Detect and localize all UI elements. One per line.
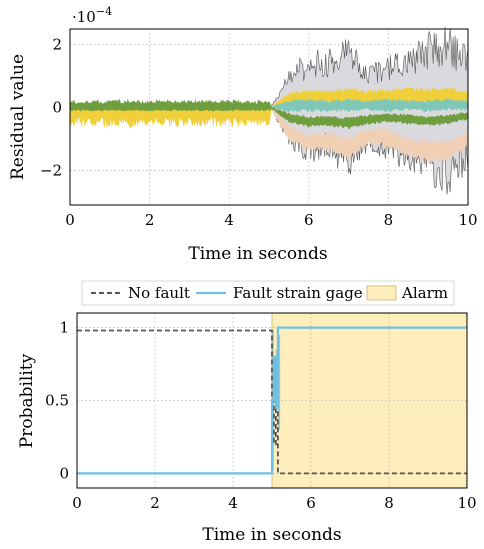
bottom-y-tick-2: 1 bbox=[59, 319, 69, 337]
bottom-x-tick-3: 6 bbox=[306, 494, 316, 512]
bottom-x-tick-labels: 0 2 4 6 8 10 bbox=[72, 494, 476, 512]
top-y-axis-label: Residual value bbox=[8, 54, 28, 180]
top-x-tick-0: 0 bbox=[65, 211, 75, 229]
bottom-y-tick-0: 0 bbox=[59, 464, 69, 482]
legend-fault-label: Fault strain gage 1 bbox=[233, 284, 377, 302]
top-plot-frame bbox=[69, 28, 469, 206]
series-line-fault-strain-gage-1 bbox=[77, 326, 467, 475]
residual-chart: 0 2 4 6 8 10 −2 0 2 ·10−4 Time in seconds Resid… bbox=[8, 5, 478, 264]
legend-alarm-label: Alarm bbox=[401, 284, 448, 302]
top-x-tick-3: 6 bbox=[304, 211, 314, 229]
legend-no-fault-label: No fault bbox=[128, 284, 190, 302]
bottom-plot-frame bbox=[76, 312, 468, 489]
top-y-tick-0: −2 bbox=[40, 161, 62, 179]
probability-lines bbox=[77, 326, 467, 475]
bottom-x-tick-2: 4 bbox=[228, 494, 238, 512]
bottom-y-tick-1: 0.5 bbox=[45, 392, 69, 410]
top-y-tick-1: 0 bbox=[52, 99, 62, 117]
top-x-tick-1: 2 bbox=[145, 211, 155, 229]
top-residual-bands bbox=[69, 26, 469, 195]
top-x-axis-label: Time in seconds bbox=[188, 244, 327, 264]
top-scale-label: ·10−4 bbox=[72, 5, 112, 26]
top-x-tick-4: 8 bbox=[384, 211, 394, 229]
legend-alarm-swatch bbox=[366, 285, 397, 301]
top-y-tick-2: 2 bbox=[52, 36, 62, 54]
legend: No fault Fault strain gage 1 Alarm bbox=[81, 280, 455, 306]
top-y-tick-labels: −2 0 2 bbox=[40, 36, 62, 180]
top-x-tick-2: 4 bbox=[224, 211, 234, 229]
bottom-y-tick-labels: 00.51 bbox=[45, 319, 69, 483]
top-x-tick-labels: 0 2 4 6 8 10 bbox=[65, 211, 477, 229]
probability-chart: 0 2 4 6 8 10 00.51 Time in seconds Probabilit… bbox=[17, 312, 477, 545]
bottom-x-tick-0: 0 bbox=[72, 494, 82, 512]
bottom-x-tick-5: 10 bbox=[457, 494, 476, 512]
bottom-y-axis-label: Probability bbox=[17, 353, 37, 448]
top-x-tick-5: 10 bbox=[458, 211, 477, 229]
bottom-x-axis-label: Time in seconds bbox=[202, 525, 341, 545]
bottom-x-tick-4: 8 bbox=[384, 494, 394, 512]
bottom-x-tick-1: 2 bbox=[150, 494, 160, 512]
